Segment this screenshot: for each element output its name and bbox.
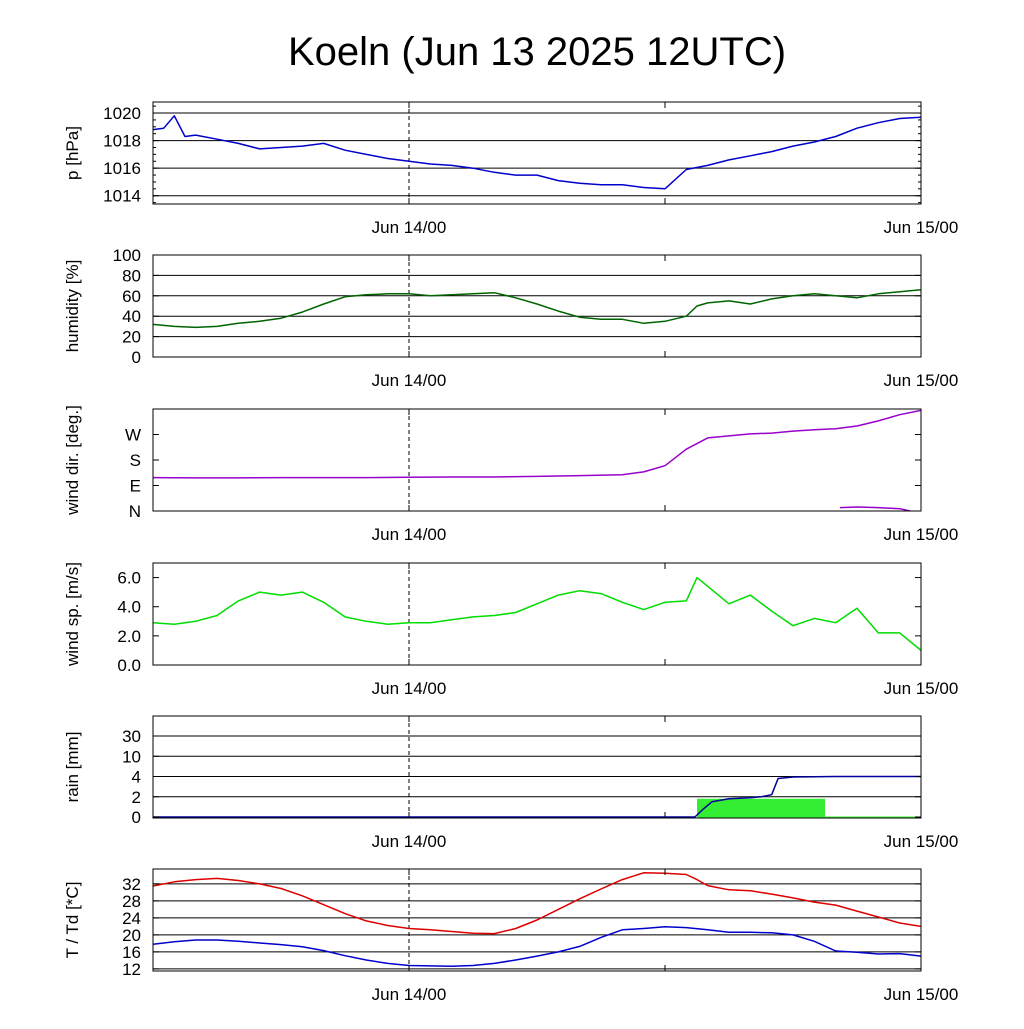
plot-frame-wind-speed (152, 562, 922, 666)
xtick-label-wind-direction-0: Jun 14/00 (372, 525, 447, 544)
series-line-humidity-0 (153, 288, 921, 329)
series-line-wind-direction-0 (153, 409, 921, 479)
xtick-label-pressure-0: Jun 14/00 (372, 218, 447, 237)
ytick-label-wind-direction-1: E (130, 477, 141, 496)
xtick-label-humidity-0: Jun 14/00 (372, 371, 447, 390)
series-line-rain-0 (153, 775, 921, 818)
plot-frame-pressure (152, 101, 922, 205)
series-line-wind-direction-1 (839, 506, 911, 511)
series-line-wind-speed-0 (153, 576, 921, 651)
ytick-label-rain-0: 0 (132, 808, 141, 827)
ytick-label-wind-direction-3: W (125, 426, 141, 445)
xtick-label-pressure-1: Jun 15/00 (884, 218, 959, 237)
ytick-label-pressure-2: 1018 (103, 132, 141, 151)
ytick-label-wind-speed-1: 2.0 (117, 627, 141, 646)
ylabel-humidity: humidity [%] (63, 260, 82, 353)
ylabel-wind-direction: wind dir. [deg.] (63, 405, 82, 516)
ytick-label-humidity-0: 0 (132, 348, 141, 367)
xtick-label-wind-speed-0: Jun 14/00 (372, 679, 447, 698)
chart-title: Koeln (Jun 13 2025 12UTC) (288, 30, 786, 74)
series-line-temperature-0 (153, 872, 921, 935)
ytick-label-temperature-4: 28 (122, 892, 141, 911)
ylabel-temperature: T / Td [*C] (63, 882, 82, 959)
ytick-label-temperature-1: 16 (122, 943, 141, 962)
series-line-pressure-0 (153, 115, 921, 190)
ytick-label-temperature-2: 20 (122, 926, 141, 945)
plot-frame-humidity (152, 254, 922, 358)
ytick-label-rain-2: 4 (132, 768, 141, 787)
ytick-label-wind-speed-3: 6.0 (117, 569, 141, 588)
rain-bar-1 (825, 816, 921, 818)
ytick-label-temperature-0: 12 (122, 960, 141, 979)
xtick-label-humidity-1: Jun 15/00 (884, 371, 959, 390)
ytick-label-wind-speed-2: 4.0 (117, 598, 141, 617)
ytick-label-wind-speed-0: 0.0 (117, 656, 141, 675)
xtick-label-wind-speed-1: Jun 15/00 (884, 679, 959, 698)
series-line-temperature-1 (153, 926, 921, 968)
ytick-label-rain-4: 30 (122, 727, 141, 746)
plot-frame-rain (152, 715, 922, 819)
ytick-label-temperature-5: 32 (122, 875, 141, 894)
ytick-label-rain-3: 10 (122, 747, 141, 766)
xtick-label-rain-0: Jun 14/00 (372, 832, 447, 851)
ytick-label-wind-direction-0: N (129, 502, 141, 521)
ytick-label-pressure-0: 1014 (103, 187, 141, 206)
panel-pressure: 1014 1016 1018 1020 Jun 14/00 Jun 15/00 p [hPa… (63, 101, 959, 237)
ytick-label-humidity-5: 100 (113, 246, 141, 265)
ytick-label-humidity-3: 60 (122, 287, 141, 306)
rain-bar-0 (697, 798, 825, 818)
ytick-label-temperature-3: 24 (122, 909, 141, 928)
xtick-label-rain-1: Jun 15/00 (884, 832, 959, 851)
panel-wind-speed: 0.0 2.0 4.0 6.0 Jun 14/00 Jun 15/00 wind sp. [… (63, 562, 958, 698)
ytick-label-humidity-1: 20 (122, 328, 141, 347)
ytick-label-humidity-4: 80 (122, 266, 141, 285)
ylabel-rain: rain [mm] (63, 732, 82, 803)
xtick-label-temperature-1: Jun 15/00 (884, 985, 959, 1004)
ytick-label-humidity-2: 40 (122, 307, 141, 326)
ytick-label-pressure-1: 1016 (103, 159, 141, 178)
ytick-label-pressure-3: 1020 (103, 104, 141, 123)
ytick-label-rain-1: 2 (132, 788, 141, 807)
ytick-label-wind-direction-2: S (130, 451, 141, 470)
xtick-label-temperature-0: Jun 14/00 (372, 985, 447, 1004)
xtick-label-wind-direction-1: Jun 15/00 (884, 525, 959, 544)
ylabel-pressure: p [hPa] (63, 126, 82, 180)
plot-frame-wind-direction (152, 408, 922, 512)
ylabel-wind-speed: wind sp. [m/s] (63, 562, 82, 667)
plot-frame-temperature (152, 868, 922, 972)
